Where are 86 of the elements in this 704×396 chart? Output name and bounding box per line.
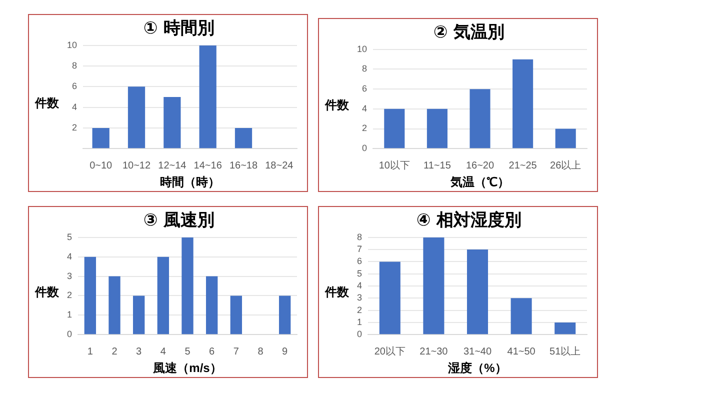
x-tick-label: 16~18 (229, 160, 258, 172)
x-tick-label: 1 (87, 346, 94, 358)
bar (128, 86, 146, 148)
x-axis-title: 時間（時） (160, 175, 220, 190)
x-tick-label: 4 (160, 346, 166, 358)
x-tick-label: 6 (209, 346, 216, 358)
x-axis-title: 風速（m/s） (152, 361, 222, 376)
x-tick-label: 5 (184, 346, 191, 358)
x-tick-label: 9 (282, 346, 288, 358)
x-tick-label: 21~25 (508, 160, 538, 172)
bar (199, 45, 216, 148)
bar (379, 262, 400, 334)
y-tick-label: 7 (356, 244, 362, 254)
chart-title: ③ 風速別 (143, 210, 215, 231)
x-tick-label: 41~50 (507, 346, 536, 358)
bar (426, 108, 448, 148)
y-tick-label: 3 (66, 270, 72, 281)
y-tick-label: 0 (356, 329, 362, 340)
y-axis-title: 件数 (34, 94, 60, 112)
y-tick-label: 1 (66, 310, 72, 320)
x-tick-label: 21~30 (420, 346, 448, 358)
bar (278, 296, 291, 334)
y-tick-label: 8 (72, 60, 78, 71)
bar (510, 298, 532, 334)
bar (206, 276, 218, 334)
y-tick-label: 6 (362, 84, 368, 94)
x-tick-label: 2 (112, 346, 118, 358)
y-tick-label: 4 (72, 102, 78, 112)
bar (234, 128, 252, 148)
bar (384, 108, 405, 148)
y-tick-label: 1 (356, 316, 362, 327)
x-tick-label: 11~15 (424, 160, 452, 172)
y-tick-label: 4 (66, 251, 72, 262)
bar (164, 97, 181, 148)
x-tick-label: 10~12 (122, 160, 151, 172)
y-axis-title: 件数 (34, 284, 60, 300)
bar (230, 296, 242, 334)
bar (466, 250, 488, 334)
y-tick-label: 10 (66, 40, 78, 50)
y-tick-label: 6 (356, 256, 362, 266)
x-tick-label: 20以下 (374, 345, 406, 358)
y-tick-label: 2 (66, 290, 72, 300)
bar (133, 296, 145, 334)
y-tick-label: 3 (356, 292, 362, 303)
y-tick-label: 5 (356, 268, 362, 278)
x-tick-label: 8 (258, 346, 264, 358)
chart-title: ② 気温別 (433, 22, 505, 43)
x-tick-label: 10以下 (378, 159, 410, 172)
x-tick-label: 16~20 (466, 160, 494, 172)
x-tick-label: 7 (233, 346, 240, 358)
y-tick-label: 4 (362, 103, 368, 114)
bar (84, 256, 96, 334)
x-tick-label: 12~14 (158, 160, 187, 172)
y-tick-label: 2 (356, 304, 362, 315)
y-tick-label: 5 (66, 232, 72, 242)
y-tick-label: 2 (72, 122, 78, 132)
bar (512, 59, 534, 148)
y-tick-label: 8 (362, 64, 368, 74)
y-tick-label: 10 (356, 44, 368, 54)
x-tick-label: 18~24 (265, 160, 294, 172)
bar (470, 89, 490, 148)
x-tick-label: 3 (136, 346, 142, 358)
bar (92, 128, 110, 148)
x-axis-title: 湿度（%） (447, 361, 507, 376)
x-tick-label: 31~40 (463, 346, 492, 358)
bar (555, 128, 576, 148)
y-axis-title: 件数 (324, 96, 350, 114)
x-tick-label: 0~10 (90, 160, 113, 172)
y-tick-label: 2 (362, 123, 368, 134)
y-tick-label: 8 (356, 232, 362, 242)
chart-title: ① 時間別 (143, 18, 215, 39)
bar (108, 276, 120, 334)
bar (423, 237, 444, 334)
bar (182, 237, 194, 334)
y-tick-label: 0 (362, 143, 368, 154)
y-tick-label: 6 (72, 81, 78, 92)
bar (554, 322, 576, 334)
x-tick-label: 26以上 (550, 159, 582, 172)
y-axis-title: 件数 (324, 284, 350, 300)
x-tick-label: 14~16 (194, 160, 222, 172)
chart-title: ④ 相対湿度別 (416, 210, 522, 231)
y-tick-label: 4 (356, 280, 362, 290)
x-axis-title: 気温（℃） (450, 175, 510, 190)
bar (157, 256, 170, 334)
y-tick-label: 0 (66, 329, 72, 340)
x-tick-label: 51以上 (550, 345, 581, 358)
